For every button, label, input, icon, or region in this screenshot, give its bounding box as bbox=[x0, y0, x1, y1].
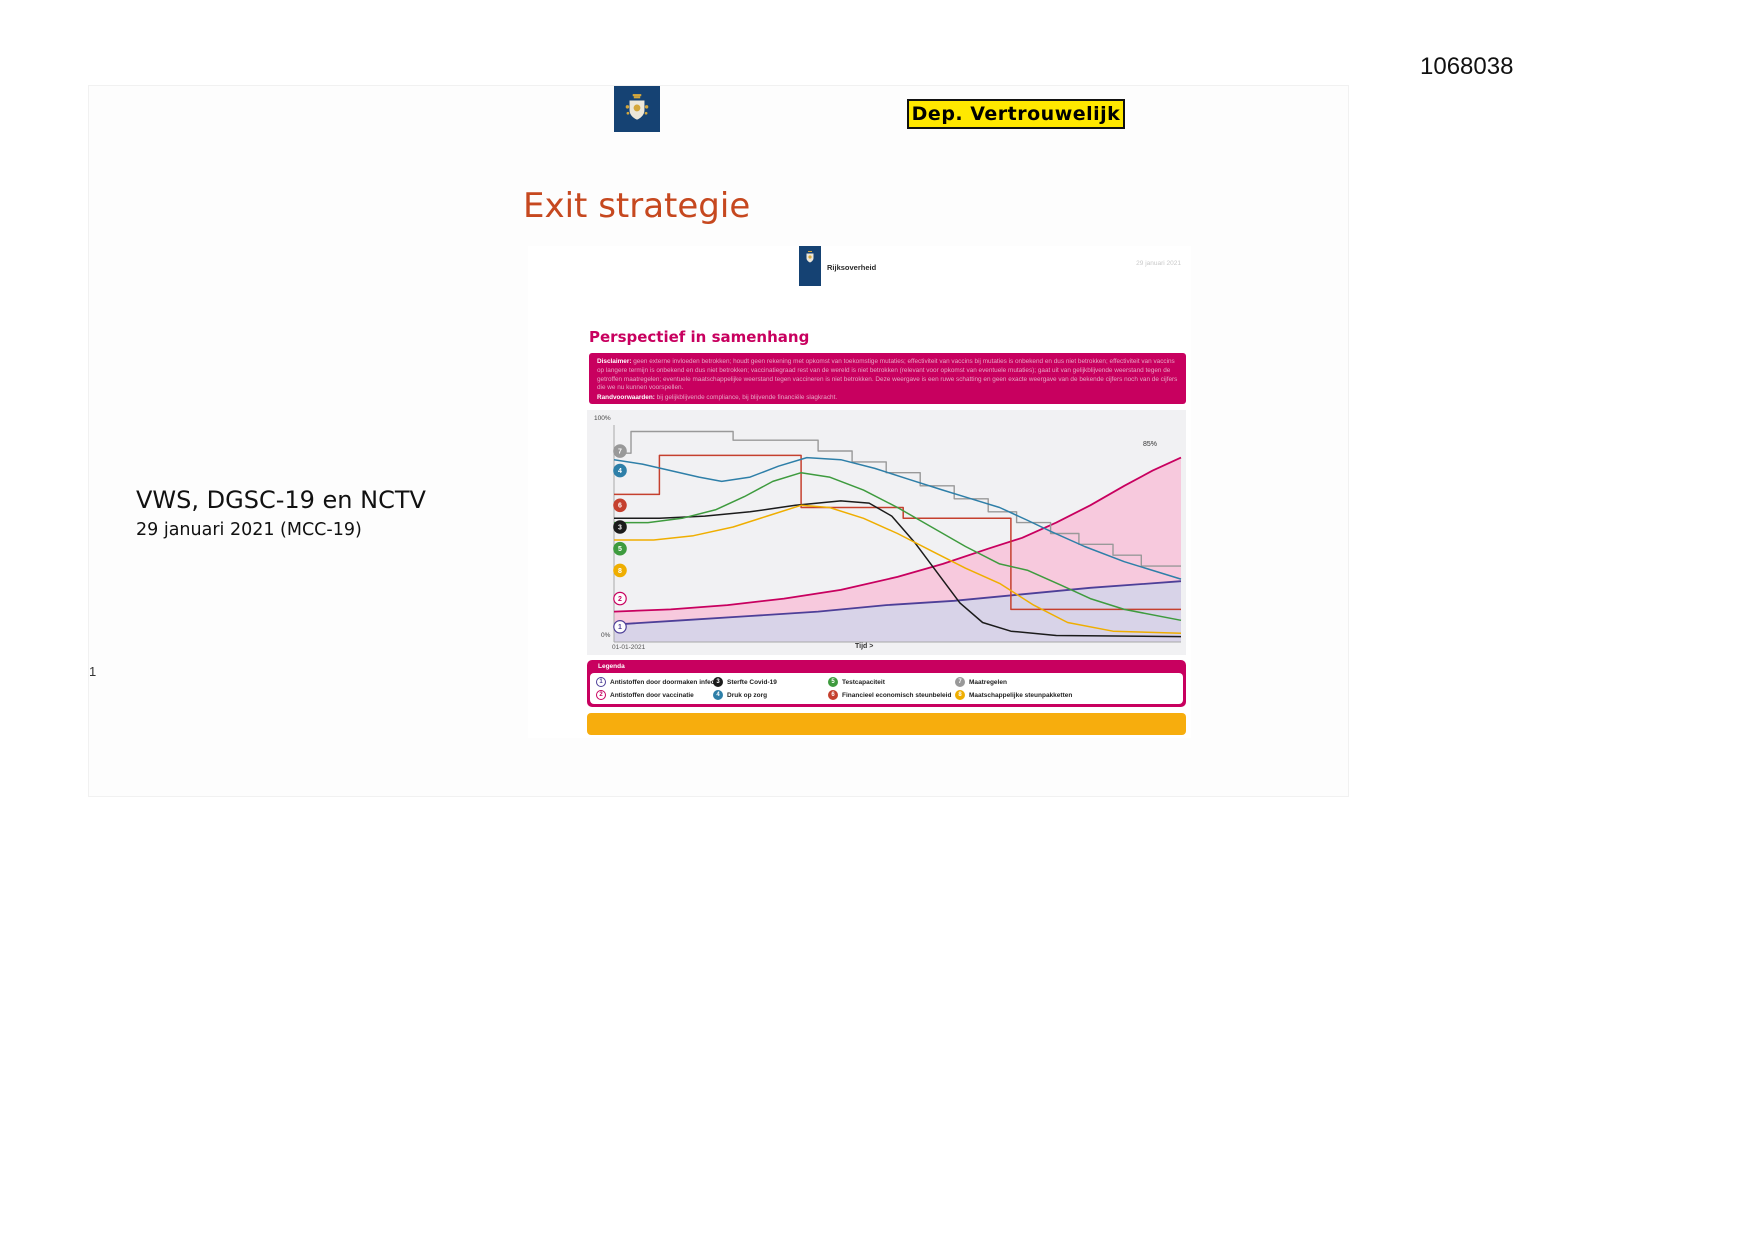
author-block: VWS, DGSC-19 en NCTV 29 januari 2021 (MC… bbox=[136, 486, 426, 540]
rijksoverheid-mini-logo bbox=[799, 246, 821, 286]
legend-item: 8 Maatschappelijke steunpakketten bbox=[955, 690, 1179, 700]
legend-series-icon: 1 bbox=[596, 677, 606, 687]
legend-item: 1 Antistoffen door doormaken infectie bbox=[596, 677, 722, 687]
chart-date-note: 29 januari 2021 bbox=[1136, 260, 1181, 267]
legend-series-icon: 2 bbox=[596, 690, 606, 700]
legend-series-label: Financieel economisch steunbeleid bbox=[842, 691, 952, 699]
legend-items: 1 Antistoffen door doormaken infectie 3 Ste… bbox=[590, 673, 1183, 704]
legend-series-label: Antistoffen door vaccinatie bbox=[610, 691, 694, 699]
legend-series-label: Sterfte Covid-19 bbox=[727, 678, 777, 686]
legend-series-label: Maatregelen bbox=[969, 678, 1007, 686]
svg-text:2: 2 bbox=[618, 596, 622, 603]
date-line: 29 januari 2021 (MCC-19) bbox=[136, 520, 362, 540]
page-number: 1 bbox=[89, 664, 97, 679]
legend-series-icon: 8 bbox=[955, 690, 965, 700]
legend-item: 5 Testcapaciteit bbox=[828, 677, 955, 687]
embedded-chart-image: Rijksoverheid 29 januari 2021 Perspectie… bbox=[528, 246, 1191, 738]
svg-text:6: 6 bbox=[618, 503, 622, 510]
endpoint-annotation: 85% bbox=[1143, 441, 1158, 448]
chart-legend: Legenda 1 Antistoffen door doormaken infe… bbox=[587, 660, 1186, 707]
legend-series-icon: 5 bbox=[828, 677, 838, 687]
slide-title: Exit strategie bbox=[523, 186, 751, 226]
x-axis-start-label: 01-01-2021 bbox=[612, 644, 646, 651]
svg-text:3: 3 bbox=[618, 524, 622, 531]
svg-text:8: 8 bbox=[618, 568, 622, 575]
legend-item: 7 Maatregelen bbox=[955, 677, 1179, 687]
slide-page: Dep. Vertrouwelijk Exit strategie VWS, D… bbox=[88, 85, 1349, 797]
rijksoverheid-emblem-icon bbox=[625, 94, 649, 120]
svg-text:4: 4 bbox=[618, 468, 622, 475]
randvoorwaarden-label: Randvoorwaarden: bbox=[597, 394, 655, 402]
svg-text:1: 1 bbox=[618, 624, 622, 631]
legend-series-label: Druk op zorg bbox=[727, 691, 768, 699]
rijksoverheid-emblem-icon bbox=[806, 251, 814, 263]
legend-series-icon: 6 bbox=[828, 690, 838, 700]
legend-series-label: Testcapaciteit bbox=[842, 678, 885, 686]
disclaimer-box: Disclaimer: geen externe invloeden betro… bbox=[589, 353, 1186, 404]
y-axis-bottom-label: 0% bbox=[601, 632, 611, 639]
legend-title: Legenda bbox=[598, 663, 625, 670]
randvoorwaarden-text: bij gelijkblijvende compliance, bij blij… bbox=[656, 394, 838, 402]
plot-area: 1 2 3 4 5 6 7 8 100% 0% 01-01-2021 Tijd > 85% bbox=[587, 410, 1186, 655]
rijksoverheid-logo bbox=[614, 86, 660, 132]
chart-title: Perspectief in samenhang bbox=[589, 328, 810, 346]
x-axis-label: Tijd > bbox=[855, 643, 874, 650]
footer-accent-bar bbox=[587, 713, 1186, 735]
classification-badge: Dep. Vertrouwelijk bbox=[907, 99, 1125, 129]
y-axis-top-label: 100% bbox=[594, 415, 611, 422]
disclaimer-label: Disclaimer: bbox=[597, 358, 632, 365]
mini-logo-label: Rijksoverheid bbox=[827, 263, 877, 272]
legend-item: 6 Financieel economisch steunbeleid bbox=[828, 690, 955, 700]
legend-series-icon: 4 bbox=[713, 690, 723, 700]
document-number: 1068038 bbox=[1420, 53, 1514, 80]
legend-item: 2 Antistoffen door vaccinatie bbox=[596, 690, 713, 700]
legend-series-icon: 3 bbox=[713, 677, 723, 687]
svg-text:5: 5 bbox=[618, 546, 622, 553]
legend-series-label: Maatschappelijke steunpakketten bbox=[969, 691, 1073, 699]
disclaimer-text: geen externe invloeden betrokken; houdt … bbox=[597, 358, 1178, 392]
legend-series-label: Antistoffen door doormaken infectie bbox=[610, 678, 722, 686]
legend-item: 3 Sterfte Covid-19 bbox=[713, 677, 828, 687]
legend-series-icon: 7 bbox=[955, 677, 965, 687]
author-line: VWS, DGSC-19 en NCTV bbox=[136, 486, 426, 514]
legend-item: 4 Druk op zorg bbox=[713, 690, 828, 700]
svg-text:7: 7 bbox=[618, 448, 622, 455]
chart-canvas: 1 2 3 4 5 6 7 8 bbox=[613, 425, 1182, 643]
